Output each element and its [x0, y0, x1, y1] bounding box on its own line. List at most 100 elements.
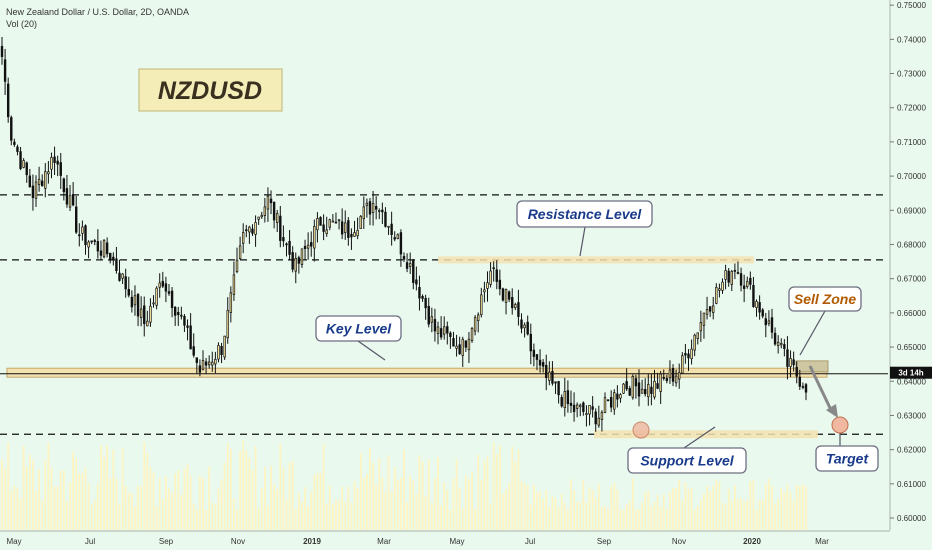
volume-bar [514, 461, 517, 530]
candle-down [433, 319, 437, 332]
y-tick-label: 0.69000 [897, 206, 926, 215]
volume-bar [282, 468, 285, 530]
y-tick-label: 0.66000 [897, 309, 926, 318]
volume-indicator-label: Vol (20) [6, 19, 38, 29]
volume-bar [103, 457, 105, 530]
volume-bar [298, 492, 300, 530]
volume-bar [328, 485, 331, 530]
volume-bar [687, 489, 690, 530]
volume-bar [4, 468, 6, 530]
candle-down [53, 156, 56, 163]
volume-bar [678, 480, 681, 530]
candle-up [622, 383, 625, 394]
candle-down [733, 270, 737, 272]
volume-bar [474, 508, 476, 530]
volume-bar [59, 471, 62, 530]
volume-bar [149, 467, 152, 530]
volume-bar [124, 485, 127, 530]
candle-down [538, 359, 542, 366]
volume-bar [412, 480, 415, 530]
volume-bar [109, 478, 112, 530]
candle-up [68, 195, 72, 208]
candle-up [102, 240, 106, 258]
candle-up [668, 369, 672, 379]
candle-down [804, 384, 808, 393]
volume-bar [718, 481, 721, 530]
candle-up [613, 392, 616, 410]
x-tick-label: May [449, 537, 464, 546]
candle-down [541, 362, 545, 367]
candle-up [619, 394, 622, 399]
candle-down [792, 359, 795, 366]
candle-up [223, 335, 226, 358]
current-price-label: 3d 14h [898, 369, 923, 378]
candle-down [124, 276, 127, 290]
candle-down [127, 289, 130, 296]
candle-down [591, 406, 594, 410]
candle-up [238, 245, 242, 260]
candle-down [405, 262, 409, 269]
candle-up [514, 304, 517, 309]
resistance-callout-label: Resistance Level [528, 206, 643, 222]
candle-up [678, 372, 681, 380]
volume-bar [622, 509, 625, 530]
candle-down [31, 185, 35, 198]
volume-bar [798, 486, 801, 530]
volume-layer [1, 440, 807, 530]
volume-bar [464, 475, 467, 530]
volume-bar [607, 509, 609, 530]
candle-up [47, 171, 50, 175]
volume-bar [263, 466, 266, 530]
candle-down [770, 317, 774, 333]
candle-down [446, 326, 449, 334]
candle-up [776, 341, 780, 346]
volume-bar [554, 498, 557, 530]
candle-down [334, 221, 338, 224]
candle-down [19, 151, 22, 169]
title-badge [138, 68, 283, 112]
candle-down [736, 272, 740, 274]
volume-bar [730, 500, 733, 530]
candle-down [764, 318, 768, 326]
volume-bar [499, 444, 501, 530]
volume-bar [601, 507, 603, 530]
candle-down [569, 402, 573, 406]
candle-down [93, 240, 96, 242]
sell-zone-callout-pointer [799, 310, 826, 356]
candle-down [99, 250, 103, 256]
candle-down [6, 83, 10, 118]
candle-up [640, 388, 644, 394]
x-tick-label: Nov [672, 537, 686, 546]
candle-down [71, 194, 75, 206]
candle-down [783, 344, 786, 349]
volume-bar [393, 466, 396, 530]
volume-bar [656, 495, 659, 530]
volume-bar [533, 484, 535, 530]
volume-bar [795, 484, 798, 530]
candle-up [504, 288, 508, 303]
y-tick-label: 0.67000 [897, 275, 926, 284]
candle-up [254, 222, 257, 235]
volume-bar [112, 449, 115, 530]
candle-down [115, 258, 118, 272]
candle-up [387, 225, 390, 228]
volume-bar [727, 488, 730, 530]
candle-down [393, 237, 396, 240]
volume-bar [505, 488, 507, 530]
candle-down [374, 206, 378, 210]
candle-up [681, 355, 684, 374]
candle-down [687, 353, 690, 359]
volume-bar [523, 483, 526, 530]
candle-down [0, 46, 4, 57]
candle-down [288, 240, 291, 255]
volume-bar [489, 504, 492, 530]
candle-up [294, 258, 297, 272]
y-tick-label: 0.68000 [897, 240, 926, 249]
candle-up [523, 324, 526, 329]
volume-bar [468, 478, 470, 530]
volume-bar [322, 443, 325, 530]
volume-bar [229, 448, 232, 530]
candle-down [40, 180, 44, 187]
volume-bar [669, 492, 671, 530]
